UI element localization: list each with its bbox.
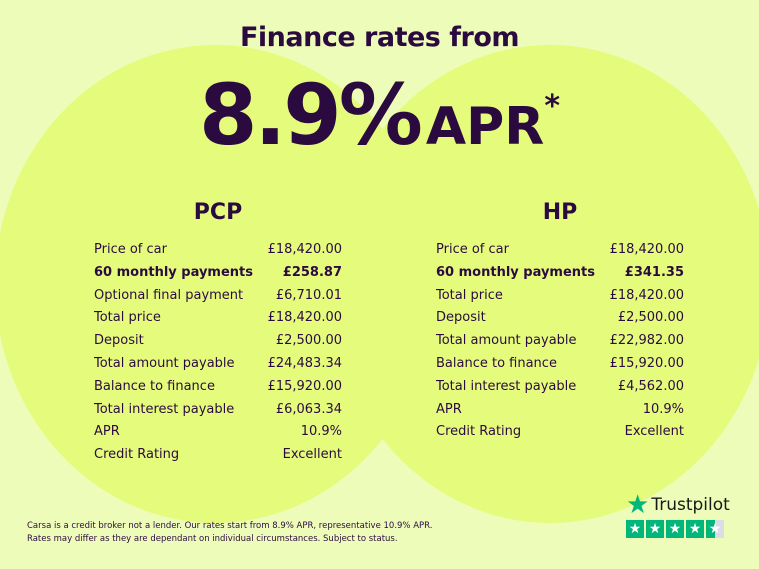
row-value: 10.9%: [300, 424, 342, 440]
row-label: Credit Rating: [436, 424, 522, 440]
row-label: 60 monthly payments: [436, 264, 595, 280]
table-row: APR 10.9%: [94, 421, 342, 444]
trustpilot-rating: ★ ★ ★ ★ ★: [626, 520, 730, 538]
table-row: Credit Rating Excellent: [436, 421, 684, 444]
row-label: Total amount payable: [94, 355, 235, 371]
disclaimer-line: Rates may differ as they are dependant o…: [27, 534, 398, 544]
row-label: Price of car: [94, 242, 167, 257]
table-row: Balance to finance £15,920.00: [436, 353, 684, 376]
row-label: Balance to finance: [94, 378, 215, 394]
row-label: Total amount payable: [436, 333, 577, 349]
row-value: £4,562.00: [617, 378, 684, 394]
row-value: £15,920.00: [609, 355, 684, 371]
decor-circle-right: [330, 45, 759, 523]
row-label: Deposit: [94, 333, 144, 349]
table-row: Total interest payable £6,063.34: [94, 399, 342, 422]
half-star-icon: ★: [706, 520, 724, 538]
row-label: Credit Rating: [94, 447, 180, 463]
headline-rate: 8.9% APR*: [0, 66, 759, 164]
row-value: 10.9%: [642, 401, 684, 417]
row-label: Total price: [94, 310, 161, 326]
table-row: Total price £18,420.00: [436, 285, 684, 308]
table-row: Total price £18,420.00: [94, 307, 342, 330]
pcp-heading: PCP: [193, 200, 243, 225]
table-row: Price of car £18,420.00: [436, 239, 684, 262]
table-row: Total amount payable £24,483.34: [94, 353, 342, 376]
table-row: Optional final payment £6,710.01: [94, 285, 342, 308]
row-value: £18,420.00: [267, 242, 342, 257]
row-value: £22,982.00: [609, 333, 684, 349]
table-row: Total interest payable £4,562.00: [436, 376, 684, 399]
row-value: £341.35: [624, 264, 684, 280]
row-label: Deposit: [436, 310, 486, 326]
table-row: 60 monthly payments £341.35: [436, 262, 684, 285]
table-row: Deposit £2,500.00: [436, 307, 684, 330]
table-row: Balance to finance £15,920.00: [94, 376, 342, 399]
row-value: £18,420.00: [609, 242, 684, 257]
star-icon: ★: [626, 520, 644, 538]
asterisk: *: [544, 89, 561, 124]
row-value: £24,483.34: [267, 355, 342, 371]
row-label: Total interest payable: [94, 401, 235, 417]
star-icon: ★: [626, 490, 650, 520]
disclaimer-line: Carsa is a credit broker not a lender. O…: [27, 521, 433, 531]
row-label: 60 monthly payments: [94, 264, 253, 280]
row-value: £6,710.01: [275, 287, 342, 303]
star-icon: ★: [666, 520, 684, 538]
trustpilot-badge: ★ Trustpilot ★ ★ ★ ★ ★: [626, 490, 730, 538]
row-label: Balance to finance: [436, 355, 557, 371]
trustpilot-name: Trustpilot: [651, 495, 730, 515]
table-row: Credit Rating Excellent: [94, 444, 342, 467]
row-value: Excellent: [282, 447, 342, 463]
row-label: Price of car: [436, 242, 509, 257]
row-value: £15,920.00: [267, 378, 342, 394]
table-row: APR 10.9%: [436, 399, 684, 422]
row-value: £18,420.00: [609, 287, 684, 303]
row-label: Total interest payable: [436, 378, 577, 394]
rate-value: 8.9%: [198, 66, 423, 164]
row-value: £18,420.00: [267, 310, 342, 326]
row-value: £2,500.00: [617, 310, 684, 326]
disclaimer: Carsa is a credit broker not a lender. O…: [27, 520, 432, 546]
row-value: £2,500.00: [275, 333, 342, 349]
row-label: Total price: [436, 287, 503, 303]
pcp-table: PCP Price of car £18,420.00 60 monthly pay…: [94, 200, 342, 467]
row-value: £6,063.34: [275, 401, 342, 417]
row-label: APR: [94, 424, 120, 440]
table-row: Deposit £2,500.00: [94, 330, 342, 353]
hp-table: HP Price of car £18,420.00 60 monthly paym…: [436, 200, 684, 444]
rate-unit: APR: [425, 97, 545, 157]
table-row: 60 monthly payments £258.87: [94, 262, 342, 285]
row-value: Excellent: [624, 424, 684, 440]
row-label: APR: [436, 401, 462, 417]
star-icon: ★: [646, 520, 664, 538]
hp-heading: HP: [542, 200, 578, 225]
table-row: Price of car £18,420.00: [94, 239, 342, 262]
row-label: Optional final payment: [94, 287, 244, 303]
page-title: Finance rates from: [239, 22, 520, 53]
table-row: Total amount payable £22,982.00: [436, 330, 684, 353]
row-value: £258.87: [282, 264, 342, 280]
star-icon: ★: [686, 520, 704, 538]
